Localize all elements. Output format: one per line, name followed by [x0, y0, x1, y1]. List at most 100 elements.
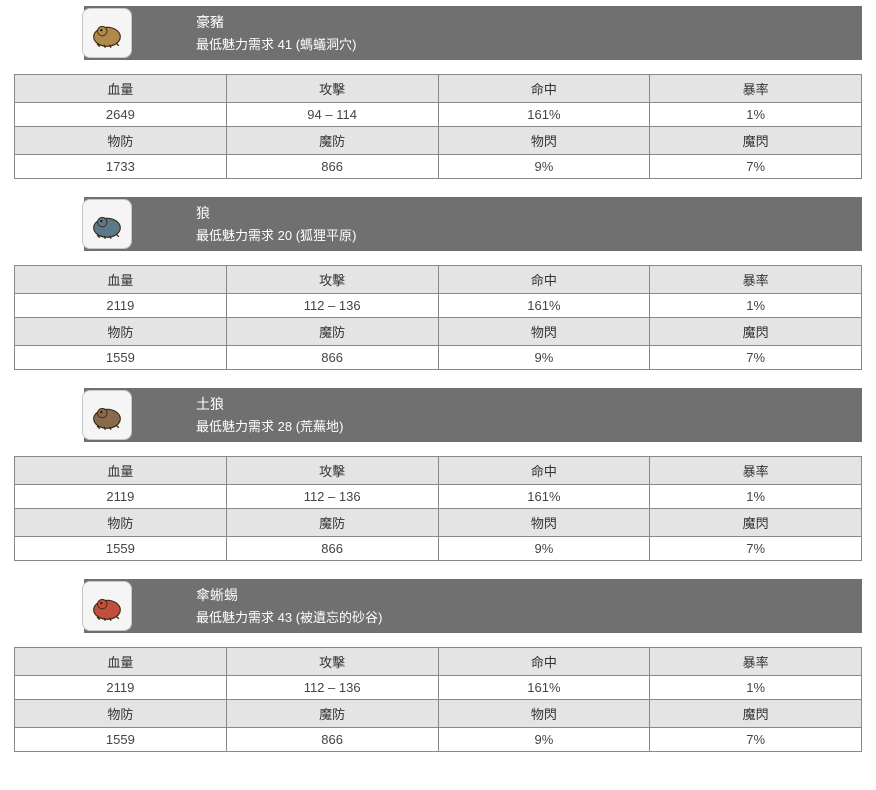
stat-value-row: 2119112 – 136161%1%	[15, 485, 862, 509]
creature-header: 土狼最低魅力需求 28 (荒蕪地)	[84, 388, 862, 442]
stat-value-cell: 9%	[438, 537, 650, 561]
stat-value-cell: 1559	[15, 537, 227, 561]
stat-value-cell: 94 – 114	[226, 103, 438, 127]
creature-name: 狼	[196, 204, 356, 224]
stat-value-cell: 1559	[15, 728, 227, 752]
creature-name: 傘蜥蜴	[196, 586, 382, 606]
creature-icon	[88, 205, 126, 243]
stat-value-row: 2119112 – 136161%1%	[15, 676, 862, 700]
stat-header-cell: 血量	[15, 648, 227, 676]
creature-header: 豪豬最低魅力需求 41 (螞蟻洞穴)	[84, 6, 862, 60]
stat-header-cell: 魔閃	[650, 127, 862, 155]
location-label: 螞蟻洞穴	[300, 37, 352, 52]
stat-value-cell: 161%	[438, 103, 650, 127]
stat-value-cell: 9%	[438, 155, 650, 179]
stat-header-cell: 物防	[15, 127, 227, 155]
stat-header-cell: 物閃	[438, 318, 650, 346]
creature-icon	[88, 587, 126, 625]
stat-header-row: 物防魔防物閃魔閃	[15, 127, 862, 155]
creature-icon	[88, 14, 126, 52]
stat-header-cell: 暴率	[650, 457, 862, 485]
stats-table: 血量攻擊命中暴率264994 – 114161%1%物防魔防物閃魔閃173386…	[14, 74, 862, 179]
stat-header-cell: 魔防	[226, 509, 438, 537]
creature-header: 傘蜥蜴最低魅力需求 43 (被遺忘的砂谷)	[84, 579, 862, 633]
stat-header-row: 血量攻擊命中暴率	[15, 266, 862, 294]
creature-block: 豪豬最低魅力需求 41 (螞蟻洞穴) 血量攻擊命中暴率264994 – 11416…	[14, 6, 862, 179]
charm-prefix-label: 最低魅力需求	[196, 228, 278, 243]
stat-value-cell: 161%	[438, 294, 650, 318]
stat-header-row: 血量攻擊命中暴率	[15, 75, 862, 103]
creature-name: 土狼	[196, 395, 343, 415]
creature-avatar	[82, 199, 132, 249]
stat-value-cell: 1733	[15, 155, 227, 179]
stat-value-cell: 112 – 136	[226, 294, 438, 318]
stat-value-cell: 866	[226, 537, 438, 561]
stat-value-cell: 7%	[650, 537, 862, 561]
stat-header-cell: 魔閃	[650, 700, 862, 728]
stat-header-cell: 物防	[15, 318, 227, 346]
stat-value-cell: 1%	[650, 294, 862, 318]
stat-header-cell: 暴率	[650, 648, 862, 676]
stat-header-cell: 命中	[438, 266, 650, 294]
creature-avatar	[82, 8, 132, 58]
stat-header-cell: 命中	[438, 75, 650, 103]
creature-header: 狼最低魅力需求 20 (狐狸平原)	[84, 197, 862, 251]
stat-header-cell: 暴率	[650, 266, 862, 294]
creature-block: 狼最低魅力需求 20 (狐狸平原) 血量攻擊命中暴率2119112 – 13616…	[14, 197, 862, 370]
creature-header-text: 土狼最低魅力需求 28 (荒蕪地)	[196, 395, 343, 436]
stat-header-cell: 魔防	[226, 700, 438, 728]
stat-value-cell: 161%	[438, 676, 650, 700]
stat-value-cell: 866	[226, 346, 438, 370]
creature-block: 土狼最低魅力需求 28 (荒蕪地)血量攻擊命中暴率2119112 – 13616…	[14, 388, 862, 561]
charm-req-value: 20	[278, 228, 292, 243]
charm-prefix-label: 最低魅力需求	[196, 419, 278, 434]
location-wrap: (荒蕪地)	[292, 419, 343, 434]
stat-value-cell: 1%	[650, 103, 862, 127]
creature-avatar	[82, 390, 132, 440]
creature-avatar	[82, 581, 132, 631]
location-label: 狐狸平原	[300, 228, 352, 243]
stat-header-cell: 攻擊	[226, 266, 438, 294]
stat-header-cell: 暴率	[650, 75, 862, 103]
stat-value-cell: 112 – 136	[226, 676, 438, 700]
creature-requirement: 最低魅力需求 41 (螞蟻洞穴)	[196, 34, 356, 53]
stats-table: 血量攻擊命中暴率2119112 – 136161%1%物防魔防物閃魔閃15598…	[14, 456, 862, 561]
stat-header-row: 物防魔防物閃魔閃	[15, 700, 862, 728]
stat-header-cell: 攻擊	[226, 75, 438, 103]
stat-header-cell: 物閃	[438, 700, 650, 728]
stat-value-row: 15598669%7%	[15, 346, 862, 370]
location-wrap: (螞蟻洞穴)	[292, 37, 356, 52]
stat-value-row: 15598669%7%	[15, 728, 862, 752]
stat-value-cell: 7%	[650, 155, 862, 179]
creature-requirement: 最低魅力需求 43 (被遺忘的砂谷)	[196, 607, 382, 626]
location-label: 被遺忘的砂谷	[300, 610, 378, 625]
stat-header-cell: 魔閃	[650, 318, 862, 346]
creature-header-text: 傘蜥蜴最低魅力需求 43 (被遺忘的砂谷)	[196, 586, 382, 627]
creature-requirement: 最低魅力需求 28 (荒蕪地)	[196, 416, 343, 435]
stats-table: 血量攻擊命中暴率2119112 – 136161%1%物防魔防物閃魔閃15598…	[14, 265, 862, 370]
stat-header-cell: 魔閃	[650, 509, 862, 537]
stat-value-cell: 9%	[438, 346, 650, 370]
stat-header-cell: 攻擊	[226, 457, 438, 485]
stat-header-cell: 物防	[15, 700, 227, 728]
stat-header-cell: 魔防	[226, 127, 438, 155]
creature-requirement: 最低魅力需求 20 (狐狸平原)	[196, 225, 356, 244]
location-wrap: (被遺忘的砂谷)	[292, 610, 382, 625]
stat-value-cell: 2119	[15, 294, 227, 318]
stat-value-row: 17338669%7%	[15, 155, 862, 179]
creature-block: 傘蜥蜴最低魅力需求 43 (被遺忘的砂谷)血量攻擊命中暴率2119112 – 1…	[14, 579, 862, 752]
charm-prefix-label: 最低魅力需求	[196, 37, 278, 52]
stat-value-cell: 7%	[650, 728, 862, 752]
stat-value-cell: 7%	[650, 346, 862, 370]
creature-icon	[88, 396, 126, 434]
stat-value-cell: 1559	[15, 346, 227, 370]
stat-header-cell: 物閃	[438, 127, 650, 155]
stat-value-cell: 2649	[15, 103, 227, 127]
stat-header-cell: 物閃	[438, 509, 650, 537]
stat-value-row: 264994 – 114161%1%	[15, 103, 862, 127]
stat-value-cell: 1%	[650, 676, 862, 700]
stat-value-row: 15598669%7%	[15, 537, 862, 561]
stat-header-row: 物防魔防物閃魔閃	[15, 509, 862, 537]
stat-value-cell: 866	[226, 728, 438, 752]
stat-header-cell: 攻擊	[226, 648, 438, 676]
